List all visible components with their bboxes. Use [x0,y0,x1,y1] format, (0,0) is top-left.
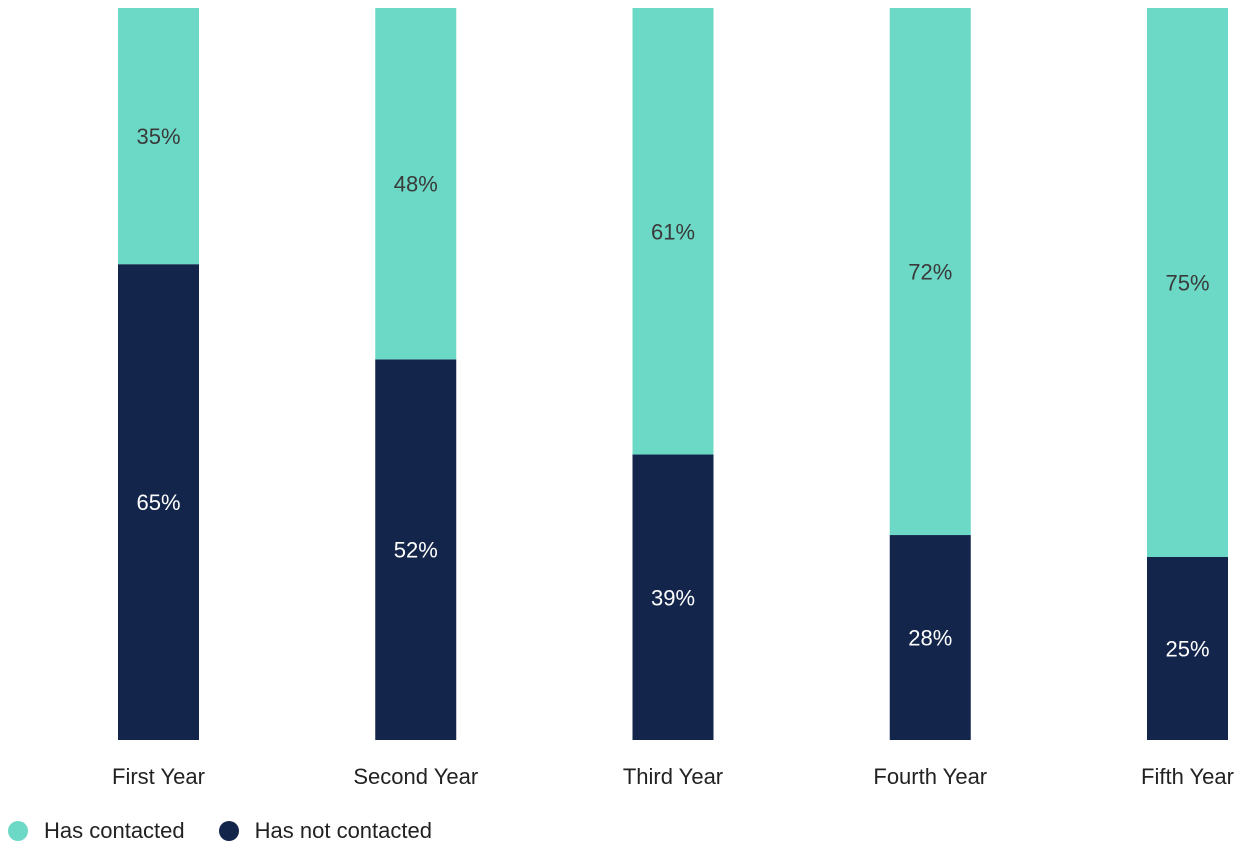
data-label-has-contacted-5: 75% [1165,271,1209,296]
bar-has-not-contacted-2 [375,359,457,740]
data-label-has-not-contacted-2: 52% [394,538,438,563]
data-label-has-not-contacted-5: 25% [1165,637,1209,662]
x-tick-label-4: Fourth Year [873,764,987,789]
legend: Has contacted Has not contacted [8,818,432,844]
data-label-has-contacted-3: 61% [651,219,695,244]
legend-swatch-has-contacted [8,821,28,841]
data-label-has-contacted-2: 48% [394,172,438,197]
bars-group [118,8,1228,740]
x-tick-label-1: First Year [112,764,205,789]
data-labels-group: 35% 65% 48% 52% 61% 39% 72% 28% 75% 25% [136,124,1209,661]
x-tick-label-3: Third Year [623,764,723,789]
bar-has-not-contacted-1 [118,264,199,740]
x-axis-tick-labels: First Year Second Year Third Year Fourth Ye… [112,764,1234,789]
bar-has-contacted-5 [1147,8,1228,557]
legend-swatch-has-not-contacted [218,821,239,841]
legend-item-has-not-contacted: Has not contacted [218,818,432,844]
legend-item-has-contacted: Has contacted [8,818,185,844]
data-label-has-not-contacted-1: 65% [136,490,180,515]
bar-has-contacted-1 [118,8,199,265]
bar-has-contacted-3 [632,8,714,455]
legend-label-has-contacted: Has contacted [44,818,185,843]
bar-has-not-contacted-3 [632,454,714,740]
bar-has-not-contacted-4 [889,535,971,740]
legend-label-has-not-contacted: Has not contacted [254,818,432,843]
bar-has-contacted-4 [889,8,971,536]
data-label-has-not-contacted-4: 28% [908,626,952,651]
bar-has-contacted-2 [375,8,457,360]
x-tick-label-5: Fifth Year [1141,764,1234,789]
bar-has-not-contacted-5 [1147,557,1228,740]
data-label-has-not-contacted-3: 39% [651,585,695,610]
x-tick-label-2: Second Year [353,764,478,789]
data-label-has-contacted-4: 72% [908,260,952,285]
data-label-has-contacted-1: 35% [136,124,180,149]
